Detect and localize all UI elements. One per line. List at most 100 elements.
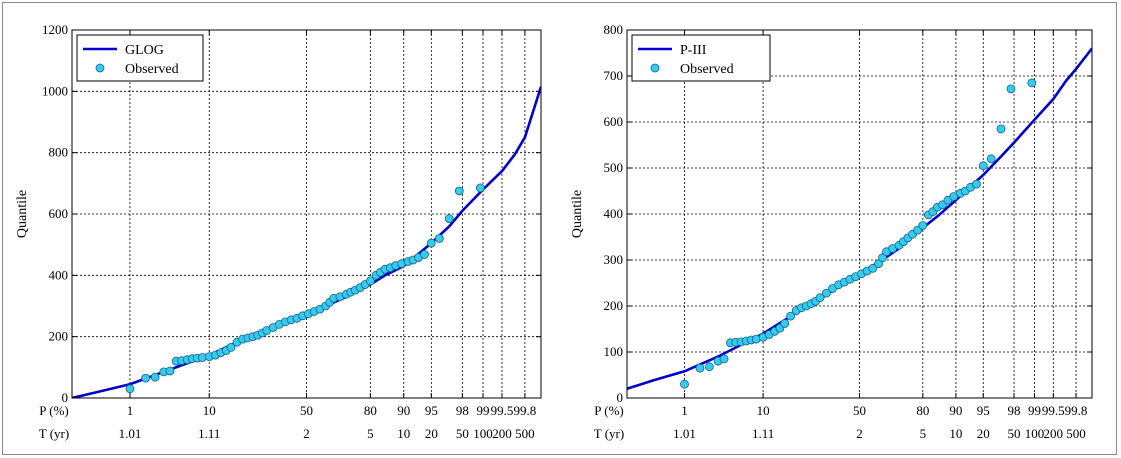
chart2-y-tick-label: 300 [604, 252, 624, 267]
chart2-t-tick-label: 20 [977, 426, 990, 441]
chart2-observed-point [972, 179, 981, 189]
chart2-legend-marker-swatch [650, 63, 660, 73]
chart1-t-tick-label: 100 [473, 426, 493, 441]
chart2-observed-point [680, 379, 689, 389]
chart2-p-tick-label: 1 [681, 403, 688, 418]
chart1-t-tick-label: 500 [515, 426, 535, 441]
chart1-p-tick-label: 95 [425, 403, 438, 418]
chart2-observed-point [878, 253, 887, 263]
chart2-y-tick-label: 600 [604, 114, 624, 129]
chart2-y-tick-label: 400 [604, 206, 624, 221]
chart1-observed-point [141, 373, 151, 383]
chart1-p-tick-label: 99 [477, 403, 490, 418]
chart2-observed-point [868, 263, 878, 273]
chart2-observed-point [986, 154, 996, 164]
chart2-y-tick-label: 100 [604, 344, 624, 359]
chart2-y-tick-label: 500 [604, 160, 624, 175]
chart1-t-tick-label: 200 [492, 426, 512, 441]
chart1-t-tick-label: 50 [456, 426, 469, 441]
chart1-p-tick-label: 10 [203, 403, 216, 418]
chart2-p-tick-label: 10 [757, 403, 770, 418]
chart2-t-tick-label: 100 [1025, 426, 1045, 441]
chart1-y-tick-label: 1000 [42, 83, 68, 98]
chart1-y-tick-label: 800 [49, 145, 69, 160]
chart2-observed-point [918, 221, 928, 230]
chart1-observed-point [420, 250, 429, 259]
chart2-observed-point [996, 124, 1006, 134]
chart2-p-tick-label: 95 [977, 403, 990, 418]
chart1-p-tick-label: 98 [456, 403, 469, 418]
chart1-legend-label: GLOG [125, 43, 164, 58]
chart1-observed-point [150, 372, 160, 382]
chart1-t-tick-label: 1.01 [119, 426, 142, 441]
chart2-t-tick-label: 50 [1008, 426, 1021, 441]
chart1-p-tick-label: 1 [127, 403, 134, 418]
chart2-observed-point [780, 319, 790, 328]
chart1-y-tick-label: 1200 [42, 22, 68, 37]
chart1-observed-point [226, 342, 236, 352]
chart2-y-tick-label: 0 [617, 390, 624, 405]
chart1-t-tick-label: 1.11 [198, 426, 220, 441]
chart2-y-tick-label: 700 [604, 68, 624, 83]
chart1-observed-point [365, 276, 375, 286]
chart1-p-tick-label: 99.8 [514, 403, 537, 418]
chart2-t-tick-label: 500 [1066, 426, 1086, 441]
chart2-t-tick-label: 1.11 [752, 426, 774, 441]
chart1-plot-border [71, 29, 542, 399]
chart1-observed-point [165, 366, 175, 376]
chart2-observed-point [1006, 84, 1016, 94]
chart2-legend-label: Observed [680, 62, 734, 77]
chart2-y-tick-label: 800 [604, 22, 624, 37]
chart1-y-tick-label: 400 [49, 267, 69, 282]
chart1-t-tick-label: 20 [425, 426, 438, 441]
chart2-t-axis-label: T (yr) [594, 426, 624, 441]
chart2-observed-point [1027, 78, 1037, 88]
chart2-p-tick-label: 90 [949, 403, 962, 418]
chart2-p-tick-label: 98 [1008, 403, 1021, 418]
chart2-legend-box [631, 34, 771, 82]
chart2-observed-point [786, 311, 795, 321]
chart1-y-axis-label: Quantile [15, 190, 30, 238]
chart1-y-tick-label: 0 [62, 390, 69, 405]
chart2-t-tick-label: 1.01 [673, 426, 696, 441]
chart2-p-tick-label: 80 [916, 403, 929, 418]
chart2-observed-point [815, 293, 825, 303]
chart2-p-axis-label: P (%) [594, 403, 624, 418]
chart1-t-tick-label: 2 [303, 426, 310, 441]
chart2-t-tick-label: 5 [920, 426, 927, 441]
chart2-y-tick-label: 200 [604, 298, 624, 313]
chart2-p-tick-label: 99 [1028, 403, 1041, 418]
chart2-y-axis-label: Quantile [570, 190, 585, 238]
chart1-observed-point [426, 238, 436, 248]
chart1-y-tick-label: 600 [49, 206, 69, 221]
chart2-plot-border [626, 29, 1093, 399]
chart1-t-axis-label: T (yr) [39, 426, 69, 441]
chart1-legend-marker-swatch [95, 63, 105, 73]
chart2-p-tick-label: 50 [853, 403, 866, 418]
chart2-observed-point [705, 362, 714, 372]
chart2-t-tick-label: 200 [1044, 426, 1064, 441]
chart1-p-tick-label: 50 [300, 403, 313, 418]
chart1-observed-point [125, 384, 135, 394]
chart2-observed-point [695, 363, 705, 373]
chart1-legend-label: Observed [125, 62, 179, 77]
chart2-observed-point [719, 354, 729, 364]
chart1-observed-point [454, 186, 464, 196]
chart2-observed-point [978, 161, 988, 171]
chart1-p-tick-label: 80 [364, 403, 377, 418]
chart1-observed-point [434, 234, 444, 243]
chart1-p-tick-label: 99.5 [491, 403, 514, 418]
chart1-p-axis-label: P (%) [39, 403, 69, 418]
chart2-legend-label: P-III [680, 43, 707, 58]
chart2-t-tick-label: 2 [856, 426, 863, 441]
chart1-t-tick-label: 5 [367, 426, 374, 441]
chart2-p-tick-label: 99.8 [1065, 403, 1088, 418]
chart2-p-tick-label: 99.5 [1042, 403, 1065, 418]
chart1-y-tick-label: 200 [49, 329, 69, 344]
chart1-p-tick-label: 90 [397, 403, 410, 418]
chart2-observed-point [822, 288, 831, 298]
chart1-observed-point [444, 214, 454, 224]
